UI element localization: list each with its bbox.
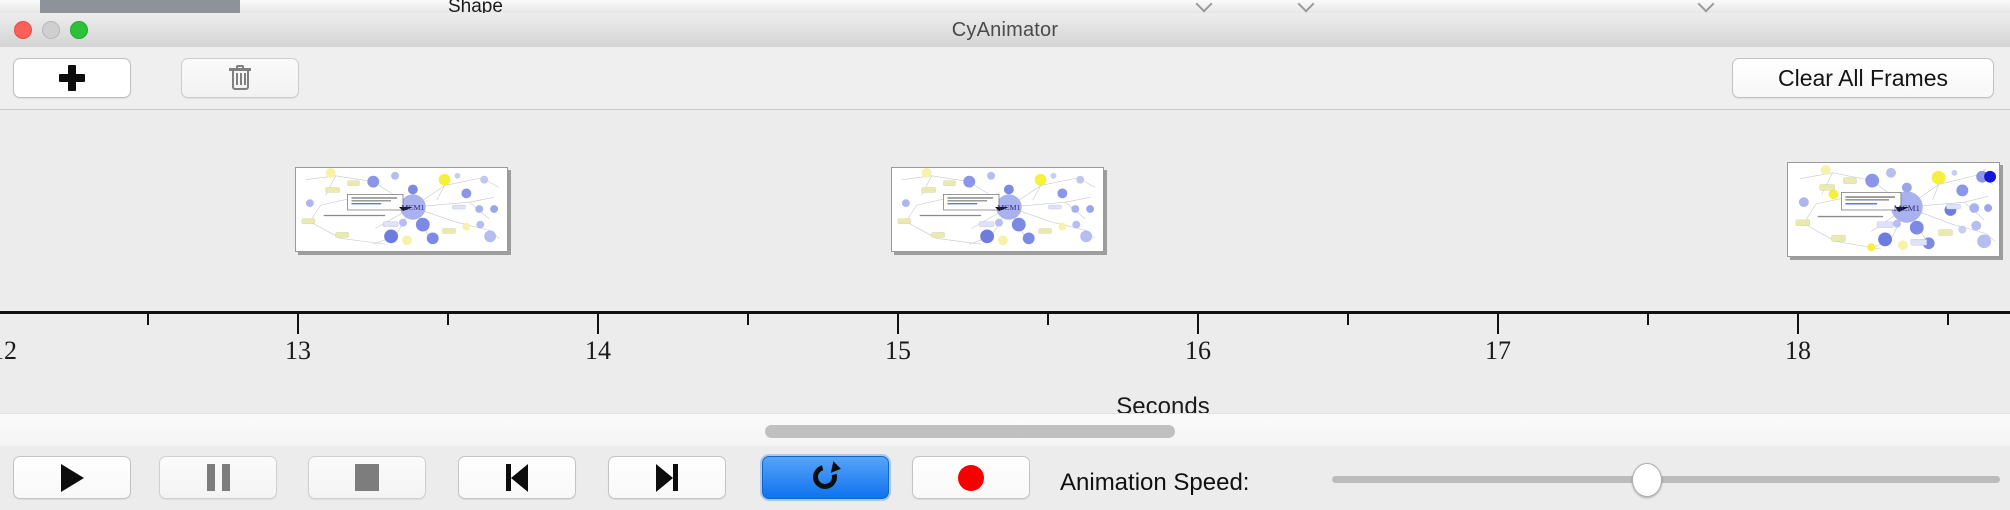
loop-icon (808, 460, 842, 493)
background-window-strip: Shape (0, 0, 2010, 13)
axis-tick-label: 12 (0, 336, 17, 365)
window-title: CyAnimator (951, 18, 1059, 41)
loop-button[interactable] (762, 456, 889, 499)
skip-back-icon (506, 463, 528, 492)
plus-icon (59, 65, 85, 91)
axis-tick-minor (1947, 314, 1949, 325)
frame-toolbar: Clear All Frames (0, 47, 2010, 110)
skip-forward-icon (656, 463, 678, 492)
timeline-axis (0, 311, 2010, 314)
animation-speed-slider[interactable] (1332, 463, 2000, 497)
axis-tick-major (1797, 314, 1799, 334)
stop-icon (355, 464, 379, 491)
svg-text:MCM1: MCM1 (1894, 203, 1920, 213)
axis-tick-major (597, 314, 599, 334)
slider-knob[interactable] (1632, 463, 1662, 497)
background-window-label: Shape (448, 0, 503, 13)
delete-frame-button[interactable] (181, 58, 299, 98)
timeline-frame-thumbnail[interactable]: MCM1 (1787, 162, 2000, 257)
zoom-button[interactable] (70, 21, 88, 39)
axis-tick-minor (447, 314, 449, 325)
axis-tick-label: 13 (285, 336, 311, 365)
axis-tick-major (1197, 314, 1199, 334)
timeline-panel[interactable]: MCM1 (0, 110, 2010, 413)
animation-speed-label: Animation Speed: (1060, 469, 1250, 496)
scrollbar-thumb[interactable] (765, 425, 1175, 438)
playback-toolbar: Animation Speed: (0, 446, 2010, 510)
stop-button[interactable] (308, 456, 426, 499)
axis-tick-minor (1647, 314, 1649, 325)
timeline-frame-thumbnail[interactable]: MCM1 (891, 167, 1104, 252)
title-bar: CyAnimator (0, 13, 2010, 48)
axis-tick-minor (1047, 314, 1049, 325)
slider-track[interactable] (1332, 476, 2000, 483)
axis-tick-major (1497, 314, 1499, 334)
timeline-scrollbar[interactable] (0, 413, 2010, 447)
trash-icon (229, 65, 251, 91)
pause-icon (206, 464, 230, 491)
axis-tick-major (897, 314, 899, 334)
window-controls (14, 21, 88, 39)
svg-text:MCM1: MCM1 (401, 203, 424, 212)
play-button[interactable] (13, 456, 131, 499)
axis-tick-label: 16 (1185, 336, 1211, 365)
axis-tick-minor (747, 314, 749, 325)
axis-tick-label: 15 (885, 336, 911, 365)
play-icon (60, 463, 84, 492)
axis-tick-label: 14 (585, 336, 611, 365)
record-button[interactable] (912, 456, 1030, 499)
pause-button[interactable] (159, 456, 277, 499)
skip-start-button[interactable] (458, 456, 576, 499)
axis-tick-minor (147, 314, 149, 325)
svg-text:MCM1: MCM1 (997, 203, 1020, 212)
clear-all-frames-button[interactable]: Clear All Frames (1732, 58, 1994, 98)
axis-tick-label: 17 (1485, 336, 1511, 365)
axis-tick-major (297, 314, 299, 334)
skip-end-button[interactable] (608, 456, 726, 499)
axis-title-text: Seconds (1116, 393, 1210, 413)
add-frame-button[interactable] (13, 58, 131, 98)
record-icon (958, 464, 984, 491)
axis-tick-label: 18 (1785, 336, 1811, 365)
timeline-frame-thumbnail[interactable]: MCM1 (295, 167, 508, 252)
axis-title: Seconds (0, 393, 2010, 413)
axis-tick-minor (1347, 314, 1349, 325)
minimize-button[interactable] (42, 21, 60, 39)
close-button[interactable] (14, 21, 32, 39)
